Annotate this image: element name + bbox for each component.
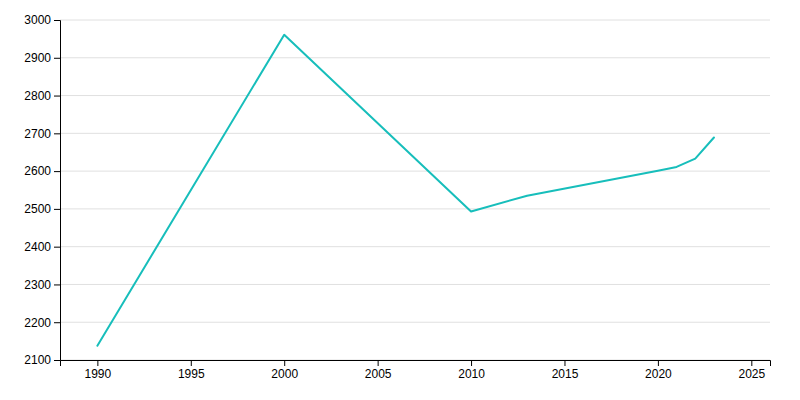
y-axis-line	[54, 21, 61, 361]
y-tick-mark	[54, 20, 60, 21]
grid-line	[60, 57, 770, 58]
grid	[60, 20, 770, 360]
x-axis: 1990 1995 2000 2005 2010 2015 2020 2025	[61, 360, 771, 381]
x-tick-mark	[471, 360, 472, 366]
y-tick-mark	[54, 133, 60, 134]
x-tick: 2010	[458, 360, 485, 381]
y-tick-label: 2200	[24, 316, 51, 330]
y-tick-mark	[54, 209, 60, 210]
grid-line	[60, 208, 770, 209]
x-tick-label: 1990	[85, 367, 112, 381]
y-tick-mark	[54, 247, 60, 248]
x-axis-line	[61, 361, 771, 367]
x-tick-label: 2015	[552, 367, 579, 381]
y-tick-label: 2900	[24, 51, 51, 65]
y-tick-mark	[54, 96, 60, 97]
y-tick: 2400	[24, 240, 60, 254]
x-tick: 2020	[645, 360, 672, 381]
grid-line	[60, 133, 770, 134]
x-tick: 2025	[738, 360, 765, 381]
x-tick-mark	[97, 360, 98, 366]
y-tick-label: 2400	[24, 240, 51, 254]
x-tick-label: 1995	[178, 367, 205, 381]
y-tick-mark	[54, 360, 60, 361]
x-tick: 2005	[365, 360, 392, 381]
y-tick-mark	[54, 284, 60, 285]
y-tick-mark	[54, 171, 60, 172]
grid-line	[60, 322, 770, 323]
y-tick: 2200	[24, 316, 60, 330]
y-tick: 2900	[24, 51, 60, 65]
y-tick-label: 2100	[24, 353, 51, 367]
y-tick-label: 3000	[24, 13, 51, 27]
x-tick-mark	[191, 360, 192, 366]
x-tick-label: 2025	[738, 367, 765, 381]
chart: 1990 1995 2000 2005 2010 2015 2020 2025 2100 2200…	[0, 0, 800, 400]
y-tick-label: 2800	[24, 89, 51, 103]
y-tick-mark	[54, 58, 60, 59]
x-tick-mark	[564, 360, 565, 366]
x-tick-label: 2020	[645, 367, 672, 381]
line	[97, 35, 714, 346]
grid-line	[60, 171, 770, 172]
y-tick: 2600	[24, 164, 60, 178]
y-tick: 2500	[24, 202, 60, 216]
grid-line	[60, 95, 770, 96]
y-tick: 2300	[24, 278, 60, 292]
y-tick-label: 2300	[24, 278, 51, 292]
y-tick: 3000	[24, 13, 60, 27]
x-tick: 2000	[271, 360, 298, 381]
y-tick-mark	[54, 322, 60, 323]
y-tick-label: 2700	[24, 127, 51, 141]
x-tick-label: 2000	[271, 367, 298, 381]
grid-line	[60, 20, 770, 21]
grid-line	[60, 246, 770, 247]
x-tick-label: 2010	[458, 367, 485, 381]
x-tick: 1990	[85, 360, 112, 381]
x-tick: 2015	[552, 360, 579, 381]
x-tick-mark	[658, 360, 659, 366]
plot-area: 1990 1995 2000 2005 2010 2015 2020 2025 2100 2200…	[24, 13, 770, 380]
x-tick-mark	[751, 360, 752, 366]
y-tick: 2700	[24, 127, 60, 141]
x-tick-mark	[284, 360, 285, 366]
y-tick-label: 2500	[24, 202, 51, 216]
y-tick-label: 2600	[24, 164, 51, 178]
x-tick-mark	[378, 360, 379, 366]
grid-line	[60, 284, 770, 285]
x-tick: 1995	[178, 360, 205, 381]
x-tick-label: 2005	[365, 367, 392, 381]
marks	[97, 35, 714, 346]
y-tick: 2800	[24, 89, 60, 103]
y-axis: 2100 2200 2300 2400 2500 2600 2700 2800 2900 3000	[24, 13, 60, 367]
y-tick: 2100	[24, 353, 60, 367]
